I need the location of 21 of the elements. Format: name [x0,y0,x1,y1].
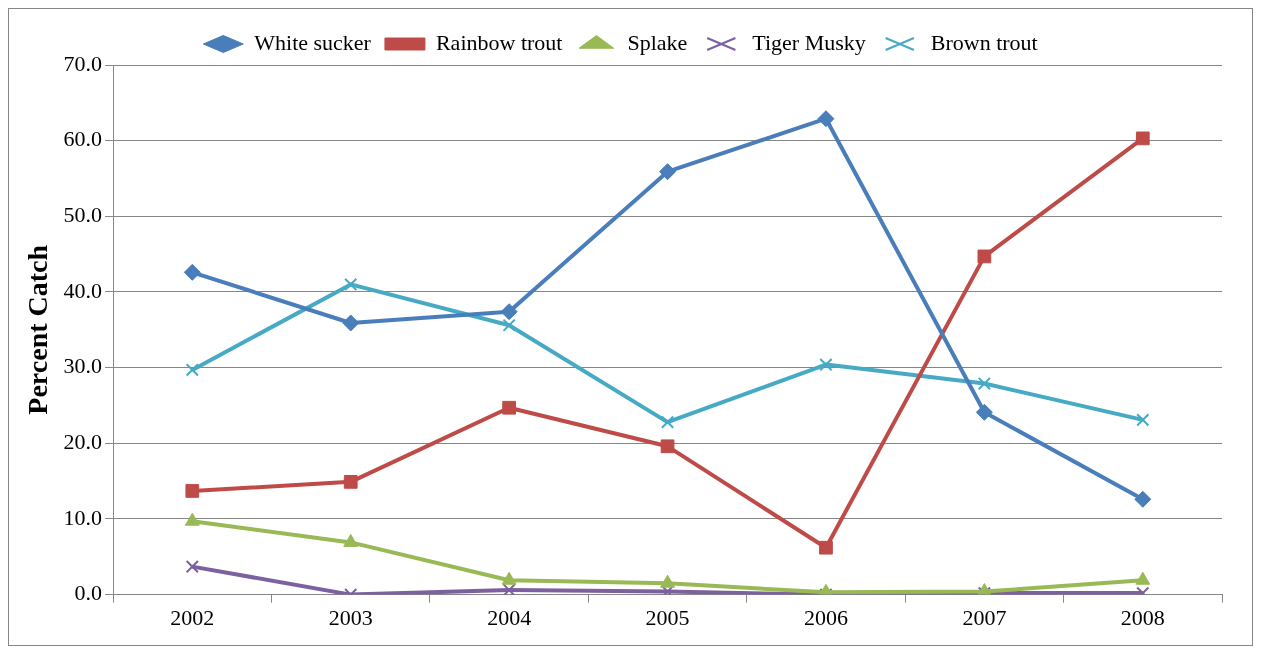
y-tick-label: 10.0 [63,504,103,530]
legend-label: Tiger Musky [752,29,866,55]
x-tick-label: 2003 [328,604,373,630]
y-tick-label: 30.0 [63,353,103,379]
x-tick-label: 2005 [645,604,690,630]
legend-label: White sucker [254,29,372,55]
x-tick-label: 2002 [170,604,215,630]
legend-label: Rainbow trout [435,29,563,55]
y-tick-label: 20.0 [63,429,103,455]
x-tick-label: 2006 [803,604,848,630]
y-tick-label: 40.0 [63,277,103,303]
y-tick-label: 50.0 [63,202,103,228]
x-tick-label: 2004 [487,604,532,630]
legend-label: Splake [627,29,688,55]
y-tick-label: 70.0 [63,50,103,76]
x-tick-label: 2008 [1120,604,1165,630]
legend-label: Brown trout [930,29,1038,55]
y-tick-label: 0.0 [74,580,103,606]
x-tick-label: 2007 [962,604,1007,630]
y-tick-label: 60.0 [63,126,103,152]
y-axis-title: Percent Catch [22,244,54,415]
